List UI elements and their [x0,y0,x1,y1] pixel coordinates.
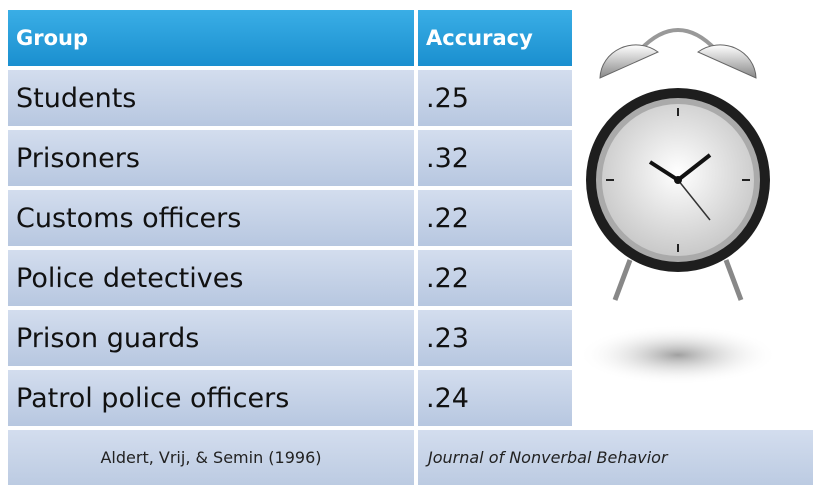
page: GroupAccuracyStudents.25Prisoners.32Cust… [0,0,813,485]
group-cell: Police detectives [8,250,414,306]
header-cell: Accuracy [418,10,572,66]
accuracy-cell: .25 [418,70,572,126]
clock-image [560,0,813,400]
accuracy-cell: .22 [418,250,572,306]
group-cell: Prisoners [8,130,414,186]
group-cell: Customs officers [8,190,414,246]
accuracy-cell: .23 [418,310,572,366]
accuracy-cell: .32 [418,130,572,186]
group-cell: Students [8,70,414,126]
group-cell: Patrol police officers [8,370,414,426]
accuracy-cell: .22 [418,190,572,246]
header-cell: Group [8,10,414,66]
group-cell: Prison guards [8,310,414,366]
citation-journal: Journal of Nonverbal Behavior [418,430,813,485]
citation-authors: Aldert, Vrij, & Semin (1996) [8,430,414,485]
accuracy-cell: .24 [418,370,572,426]
